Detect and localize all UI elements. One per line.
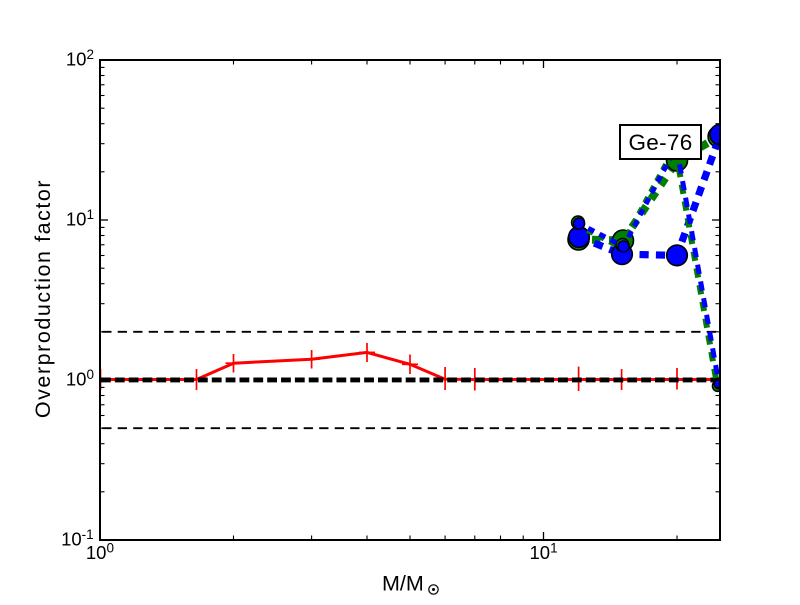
svg-text:101: 101	[66, 207, 94, 230]
svg-text:102: 102	[66, 47, 94, 70]
svg-text:Overproduction factor: Overproduction factor	[31, 179, 55, 418]
svg-text:100: 100	[66, 367, 94, 390]
svg-text:Ge-76: Ge-76	[628, 130, 692, 155]
svg-text:101: 101	[530, 541, 558, 564]
svg-text:M/M: M/M	[382, 572, 424, 596]
svg-text:100: 100	[86, 541, 114, 564]
